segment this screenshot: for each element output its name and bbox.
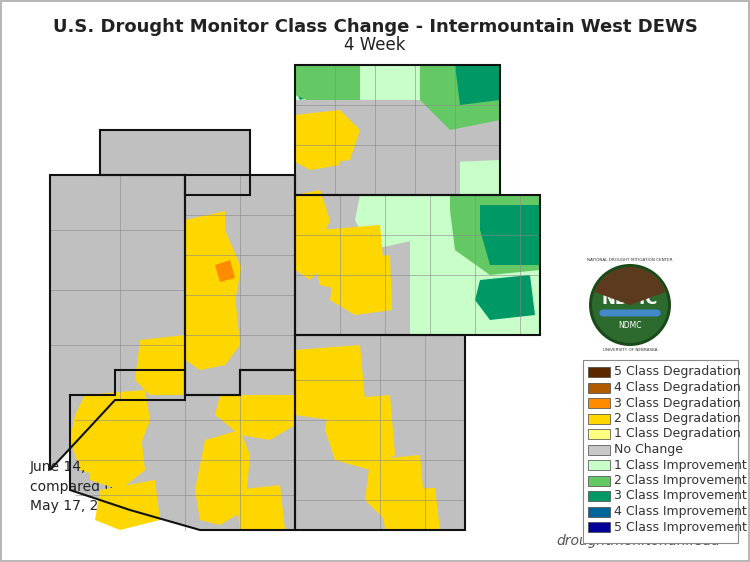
Polygon shape [295, 195, 410, 335]
Text: NDMC: NDMC [602, 290, 658, 308]
Text: 3 Class Degradation: 3 Class Degradation [614, 397, 741, 410]
Text: June 14, 2022
compared to
May 17, 2022: June 14, 2022 compared to May 17, 2022 [30, 460, 126, 513]
Text: 3 Class Improvement: 3 Class Improvement [614, 490, 747, 502]
Polygon shape [215, 260, 235, 282]
Polygon shape [380, 65, 500, 140]
Polygon shape [295, 110, 360, 165]
Polygon shape [450, 195, 540, 275]
Polygon shape [295, 130, 460, 195]
Polygon shape [215, 395, 295, 440]
Polygon shape [135, 335, 185, 395]
Wedge shape [594, 267, 666, 305]
Bar [588, 475, 610, 486]
Text: UNIVERSITY OF NEBRASKA: UNIVERSITY OF NEBRASKA [603, 348, 657, 352]
Polygon shape [295, 65, 360, 110]
Text: NATIONAL DROUGHT MITIGATION CENTER: NATIONAL DROUGHT MITIGATION CENTER [587, 258, 673, 262]
Polygon shape [295, 215, 330, 280]
Polygon shape [325, 395, 395, 470]
Bar [588, 506, 610, 516]
FancyBboxPatch shape [583, 360, 738, 542]
Text: 1 Class Improvement: 1 Class Improvement [614, 459, 747, 472]
Polygon shape [480, 205, 540, 265]
Polygon shape [90, 425, 145, 490]
Polygon shape [195, 430, 250, 525]
Polygon shape [410, 195, 540, 335]
Bar [588, 522, 610, 532]
Polygon shape [180, 210, 245, 310]
Polygon shape [50, 175, 185, 470]
Text: NDMC: NDMC [618, 320, 642, 329]
Polygon shape [185, 265, 240, 370]
Text: 4 Class Improvement: 4 Class Improvement [614, 505, 747, 518]
Polygon shape [295, 100, 500, 165]
Circle shape [589, 264, 671, 346]
Bar [588, 460, 610, 470]
Bar [588, 414, 610, 424]
Polygon shape [455, 65, 500, 105]
Bar [588, 429, 610, 439]
Text: 5 Class Degradation: 5 Class Degradation [614, 365, 741, 378]
Polygon shape [380, 488, 440, 530]
Polygon shape [150, 395, 200, 490]
Polygon shape [225, 175, 295, 270]
Polygon shape [295, 135, 340, 170]
Text: 5 Class Improvement: 5 Class Improvement [614, 520, 747, 533]
Text: U.S. Drought Monitor Class Change - Intermountain West DEWS: U.S. Drought Monitor Class Change - Inte… [53, 18, 698, 36]
Text: 2 Class Degradation: 2 Class Degradation [614, 412, 741, 425]
Bar [588, 367, 610, 377]
Polygon shape [420, 65, 500, 130]
Polygon shape [100, 130, 250, 195]
Bar [588, 398, 610, 408]
Bar [588, 383, 610, 392]
Text: 2 Class Improvement: 2 Class Improvement [614, 474, 747, 487]
Polygon shape [295, 65, 340, 100]
Polygon shape [95, 480, 160, 530]
Text: droughtmonitor.unl.edu: droughtmonitor.unl.edu [556, 534, 720, 548]
Text: 1 Class Degradation: 1 Class Degradation [614, 428, 741, 441]
Polygon shape [475, 275, 535, 320]
Polygon shape [295, 335, 465, 530]
Polygon shape [295, 195, 540, 335]
Polygon shape [70, 390, 150, 480]
Polygon shape [50, 175, 185, 470]
Polygon shape [70, 370, 295, 530]
Polygon shape [295, 65, 500, 195]
Polygon shape [185, 175, 295, 395]
Bar [588, 491, 610, 501]
Text: 4 Week: 4 Week [344, 36, 406, 54]
Polygon shape [295, 190, 330, 255]
Polygon shape [365, 455, 425, 520]
Polygon shape [315, 225, 385, 295]
Polygon shape [355, 195, 415, 250]
Text: No Change: No Change [614, 443, 683, 456]
Polygon shape [330, 255, 392, 315]
Text: 4 Class Degradation: 4 Class Degradation [614, 381, 741, 394]
Polygon shape [295, 345, 365, 420]
Circle shape [592, 267, 668, 343]
Bar [588, 445, 610, 455]
Polygon shape [235, 485, 285, 530]
